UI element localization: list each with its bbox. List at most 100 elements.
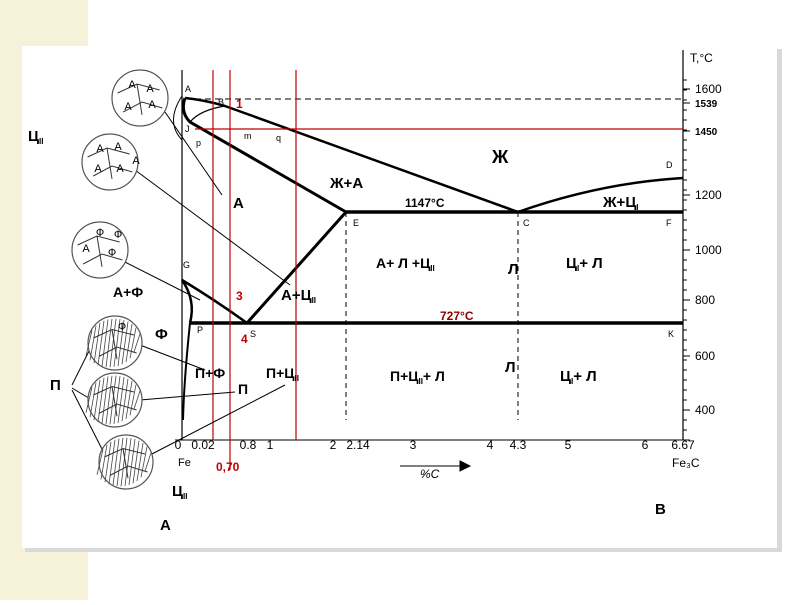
phase-text: П+Ц [390, 368, 419, 384]
phase-text: 1147°C [405, 196, 445, 210]
phase-label: Л [505, 359, 516, 376]
point-label: J [185, 124, 190, 134]
c-tick-label: 6 [642, 438, 649, 452]
phase-label: Ж+А [329, 175, 363, 192]
phase-text: А+ Л +Ц [376, 255, 431, 271]
hatch [117, 377, 125, 423]
point-label: G [183, 260, 190, 270]
hatch [117, 320, 125, 366]
hatch [85, 387, 93, 413]
grain [93, 385, 137, 417]
micro-label: А [148, 99, 156, 111]
hatch [125, 381, 133, 419]
hatch [129, 384, 137, 416]
red-label: 0,70 [216, 460, 240, 474]
red-label: 1 [236, 97, 243, 111]
temp-tick-label: 800 [695, 293, 715, 307]
c-tick-label: 5 [565, 438, 572, 452]
phase-label: П [50, 377, 61, 394]
phase-label: 1147°C [405, 196, 445, 210]
micrographs: А АА АА АА ААФ ФА ФФ [71, 69, 169, 490]
phase-label: А [233, 195, 244, 212]
phase-text: П+Ф [195, 365, 225, 381]
phase-subscript: II [183, 492, 187, 501]
micro-label: А [146, 83, 154, 95]
phase-label: 727°C [440, 309, 474, 323]
phase-text: А [233, 195, 244, 212]
hatch [108, 439, 116, 485]
micro-label: А [114, 141, 122, 153]
phase-label: Ж+ЦI [602, 194, 639, 212]
gs-line [181, 278, 248, 325]
c-tick-label: 3 [410, 438, 417, 452]
micro-circle [71, 221, 129, 279]
micro-circle [81, 133, 139, 191]
temp-tick-label: 1200 [695, 188, 722, 202]
gp-line [180, 279, 193, 324]
corner-label: В [655, 501, 666, 518]
micro-circle [87, 372, 143, 428]
micro-label: Ф [114, 229, 122, 241]
c-tick-label: 0 [175, 438, 182, 452]
phase-text: Л [505, 359, 516, 376]
hatch [121, 321, 129, 365]
temp-tick-label: 1450 [695, 127, 718, 138]
phase-label: ЦI+ Л [566, 255, 603, 273]
hatch [105, 375, 113, 425]
phase-text: 727°C [440, 309, 474, 323]
corner-label: А [160, 517, 171, 534]
x-axis-label: %C [420, 467, 440, 481]
phase-text: Ц [172, 483, 183, 500]
micro-label: А [116, 163, 124, 175]
micro-label: А [132, 155, 140, 167]
point-label: F [666, 218, 672, 228]
micro-circle [111, 69, 169, 127]
phase-text: П [238, 381, 248, 397]
phase-tail: + Л [579, 255, 602, 272]
micro-label: А [94, 163, 102, 175]
c-tick-label: 0.02 [191, 438, 215, 452]
phase-subscript: II [418, 377, 422, 386]
phase-text: Ж [491, 147, 509, 167]
micro-label: Ф [118, 321, 126, 333]
phase-text: Ж+А [329, 175, 363, 192]
hatch [109, 318, 117, 368]
point-label: D [666, 160, 673, 170]
phase-label: ЦI+ Л [560, 368, 597, 386]
c-tick-label: 6.67 [671, 438, 695, 452]
hatch [128, 439, 136, 485]
micro-circle [98, 434, 154, 490]
leaders [71, 111, 472, 472]
hatch [121, 378, 129, 422]
grain [87, 147, 133, 179]
hatch [124, 438, 132, 486]
phase-subscript: II [430, 264, 434, 273]
point-label: A [185, 84, 191, 94]
micro-label: А [124, 101, 132, 113]
grain [117, 83, 163, 115]
hatch [113, 376, 121, 424]
hatch [113, 319, 121, 367]
phase-label: ЦII [28, 128, 43, 146]
phase-subscript: II [312, 296, 316, 305]
c-tick-label: 0.8 [240, 438, 257, 452]
temp-tick-label: 1000 [695, 243, 722, 257]
red-label: 3 [236, 289, 243, 303]
micro-label: А [128, 79, 136, 91]
micro-circle [87, 315, 143, 371]
phase-label: А+ Л +ЦII [376, 255, 435, 273]
point-label: B [218, 97, 224, 107]
c-tick-label: 1 [267, 438, 274, 452]
hatch [144, 452, 152, 472]
phase-subscript: I [636, 203, 638, 212]
hatch [104, 441, 112, 483]
phase-tail: + Л [423, 368, 445, 384]
c-tick-label: 2 [330, 438, 337, 452]
hatch [93, 379, 101, 421]
phase-text: Ц [566, 255, 577, 272]
phase-label: Л [508, 261, 519, 278]
micro-label: Ф [108, 247, 116, 259]
phase-label: Ф [155, 326, 168, 343]
hatch [133, 390, 141, 410]
